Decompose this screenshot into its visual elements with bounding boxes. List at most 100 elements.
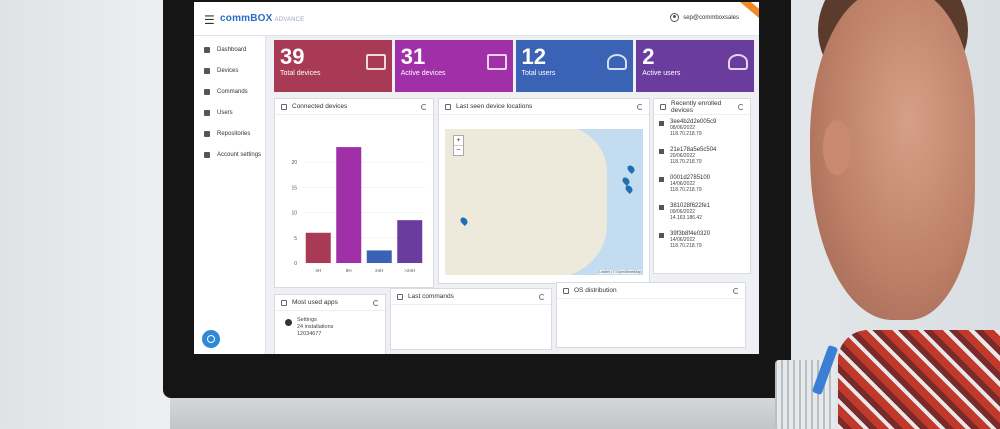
apps-icon [281,299,287,306]
zoom-in-button[interactable]: + [454,136,463,146]
map-marker[interactable] [624,184,634,194]
corner-ribbon [738,2,759,20]
device-id: 21e178a5e5c504 [670,147,717,153]
card-title: Connected devices [292,103,348,110]
refresh-icon[interactable] [637,103,643,110]
stat-total-users[interactable]: 12 Total users [515,40,634,92]
device-id: 39f3b8f4e0320 [670,231,711,237]
location-pin-icon [445,103,451,110]
y-tick-label: 10 [291,211,297,217]
stats-row: 39 Total devices 31 Active devices 12 Total… [274,40,754,92]
devices-icon [660,103,666,110]
dashboard-icon [204,46,210,53]
stat-label: Total users [521,70,556,77]
users-icon [607,54,628,70]
x-tick-label: 4H [315,268,321,273]
cast-icon [281,103,287,110]
card-device-locations: Last seen device locations + − Leaflet |… [438,98,650,284]
stat-value: 39 [280,44,305,69]
stat-value: 12 [521,44,546,69]
list-item[interactable]: 381028f622fe1 09/06/2022 14.163.186.42 [654,199,750,227]
card-os-distribution: OS distribution [556,282,746,348]
refresh-icon[interactable] [738,103,744,110]
device-map[interactable]: + − Leaflet | © OpenStreetMap [445,129,643,275]
monitor-stand [170,394,785,429]
card-title: Last commands [408,293,454,300]
brand-logo[interactable]: commBOX ADVANCE [220,13,305,24]
y-tick-label: 5 [294,236,297,242]
x-tick-label: >24H [404,268,415,273]
device-ip: 14.163.186.42 [670,215,702,221]
chart-bar[interactable] [305,232,331,263]
devices-icon [204,67,210,74]
map-zoom-control: + − [453,135,464,156]
device-ip: 118.70.218.79 [670,131,702,137]
sidebar-item-dashboard[interactable]: Dashboard [194,39,265,60]
person-shirt [838,330,1000,429]
device-date: 09/06/2022 [670,209,696,215]
user-menu[interactable]: sep@commboxsales [670,13,739,22]
cast-icon [486,54,507,70]
device-date: 20/06/2022 [670,153,696,159]
dashboard-screen: ☰ commBOX ADVANCE sep@commboxsales Dashbo… [194,2,759,354]
repositories-icon [204,130,210,137]
card-last-commands: Last commands [390,288,552,350]
x-tick-label: 24H [375,268,383,273]
sidebar-item-users[interactable]: Users [194,102,265,123]
x-tick-label: 8H [346,268,352,273]
card-title: OS distribution [574,287,617,294]
help-chat-button[interactable] [202,330,220,348]
person-foreground [778,0,1000,429]
map-landmass [445,129,607,275]
user-email: sep@commboxsales [683,14,739,21]
card-most-used-apps: Most used apps Settings 24 installations 1… [274,294,386,354]
stat-label: Active users [642,70,681,77]
shield-icon [397,293,403,300]
stat-label: Total devices [280,70,321,77]
sidebar-item-repositories[interactable]: Repositories [194,123,265,144]
sidebar-item-devices[interactable]: Devices [194,60,265,81]
os-icon [563,287,569,294]
stat-total-devices[interactable]: 39 Total devices [274,40,392,92]
connected-devices-chart: 0 5 10 15 20 4H 8H 24H >24H [291,147,425,273]
card-title: Most used apps [292,299,338,306]
stat-value: 2 [642,44,655,69]
list-item[interactable]: 3ee4b2d2e005c9 08/06/2022 118.70.218.79 [654,115,750,143]
users-outline-icon [728,54,748,70]
stat-active-users[interactable]: 2 Active users [636,40,754,92]
list-item[interactable]: 39f3b8f4e0320 14/06/2022 118.70.218.79 [654,227,750,255]
zoom-out-button[interactable]: − [456,147,461,154]
device-date: 08/06/2022 [670,125,696,131]
sidebar-item-commands[interactable]: Commands [194,81,265,102]
y-tick-label: 20 [291,160,297,166]
refresh-icon[interactable] [373,299,379,306]
stat-active-devices[interactable]: 31 Active devices [394,40,513,92]
refresh-icon[interactable] [733,287,739,294]
card-title: Recently enrolled devices [671,99,722,114]
chart-bar[interactable] [336,147,362,263]
map-attribution: Leaflet | © OpenStreetMap [599,270,641,274]
device-id: 0001d2785100 [670,175,711,181]
list-item[interactable]: 21e178a5e5c504 20/06/2022 118.70.218.79 [654,143,750,171]
list-item[interactable]: 0001d2785100 14/06/2022 118.70.218.79 [654,171,750,199]
menu-icon[interactable]: ☰ [204,13,215,27]
app-name: Settings [297,317,317,323]
device-ip: 118.70.218.79 [670,159,702,165]
users-icon [204,109,210,116]
card-connected-devices: Connected devices 0 5 10 15 20 4H 8H 24H >24H [274,98,434,288]
device-ip: 118.70.218.79 [670,187,702,193]
map-marker[interactable] [626,164,636,174]
gear-icon [204,151,210,158]
refresh-icon[interactable] [421,103,427,110]
chart-bar[interactable] [366,250,392,263]
chart-bar[interactable] [397,220,423,263]
sidebar: Dashboard Devices Commands Users Reposit… [194,36,266,354]
refresh-icon[interactable] [539,293,545,300]
device-date: 14/06/2022 [670,181,696,187]
list-item[interactable]: Settings 24 installations 12034677 [275,311,385,338]
app-version: 12034677 [297,331,322,337]
sidebar-item-account-settings[interactable]: Account settings [194,144,265,165]
y-tick-label: 0 [294,261,297,267]
person-ear [823,120,851,175]
card-title: Last seen device locations [456,103,533,110]
